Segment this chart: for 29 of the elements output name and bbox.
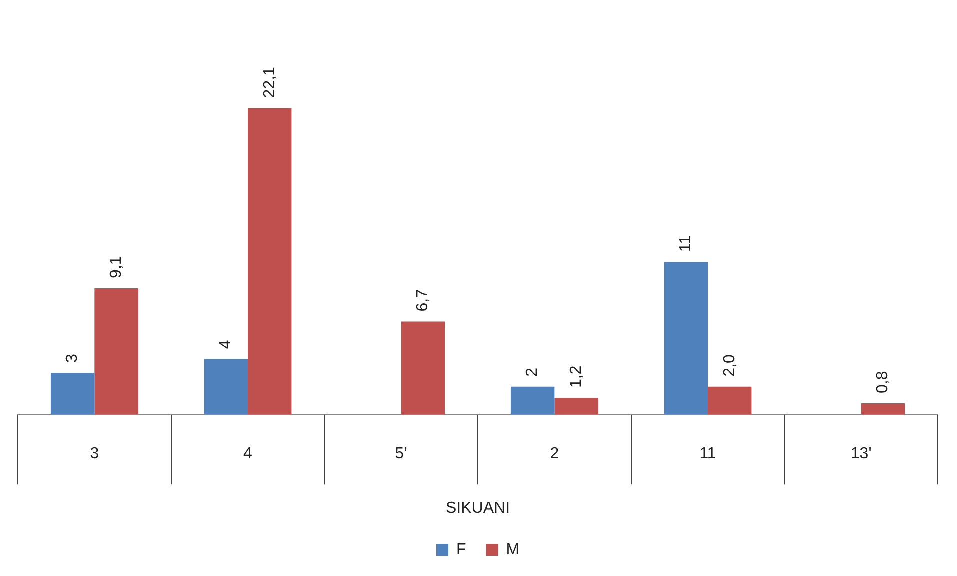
legend-label: F xyxy=(456,541,466,558)
bar xyxy=(554,398,598,415)
bar xyxy=(248,108,292,415)
data-label: 22,1 xyxy=(261,66,278,98)
bar xyxy=(50,373,95,415)
data-label: 0,8 xyxy=(874,371,892,394)
bar xyxy=(401,322,446,415)
x-tick-label: 13' xyxy=(850,446,872,463)
bar xyxy=(204,359,248,415)
legend-label: M xyxy=(506,541,520,558)
data-label: 11 xyxy=(678,235,695,252)
data-label: 3 xyxy=(64,354,82,364)
data-label: 2 xyxy=(524,368,542,377)
x-tick-label: 2 xyxy=(550,446,560,463)
bar xyxy=(708,386,752,415)
x-axis-title: SIKUANI xyxy=(446,500,510,517)
x-tick-label: 5’ xyxy=(395,446,408,463)
bar xyxy=(664,262,708,415)
x-tick-label: 4 xyxy=(244,446,253,463)
bar xyxy=(861,404,906,415)
x-tick-label: 3 xyxy=(90,446,100,463)
bar xyxy=(94,288,138,415)
x-tick-label: 11 xyxy=(700,446,716,463)
data-label: 2,0 xyxy=(721,354,738,377)
data-label: 9,1 xyxy=(108,256,125,278)
bar xyxy=(510,386,555,415)
data-label: 6,7 xyxy=(414,289,432,312)
data-label: 4 xyxy=(218,340,235,350)
data-label: 1,2 xyxy=(568,366,585,388)
